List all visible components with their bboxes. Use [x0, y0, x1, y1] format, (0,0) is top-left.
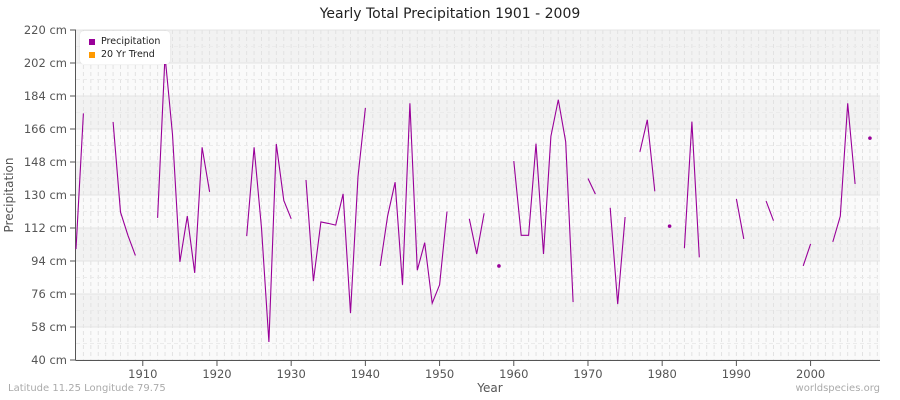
series-line-segment[interactable]: [802, 243, 812, 267]
series-line-segment[interactable]: [639, 119, 656, 192]
series-line-segment[interactable]: [765, 200, 775, 221]
x-tick-label: 1990: [722, 367, 751, 381]
x-tick-label: 2000: [796, 367, 825, 381]
series-line-segment[interactable]: [75, 113, 84, 250]
series-line-segment[interactable]: [609, 207, 626, 305]
data-point[interactable]: [868, 136, 872, 140]
series-line-segment[interactable]: [587, 178, 596, 195]
source-credit: worldspecies.org: [795, 383, 880, 394]
y-tick-label: 58 cm: [31, 320, 67, 334]
y-tick-label: 148 cm: [24, 155, 67, 169]
y-tick-label: 40 cm: [31, 353, 67, 367]
x-tick-label: 1960: [499, 367, 528, 381]
x-tick-label: 1910: [128, 367, 157, 381]
data-point[interactable]: [667, 224, 672, 228]
x-tick-label: 1980: [648, 367, 677, 381]
axes: 40 cm 58 cm 76 cm 94 cm 112 cm 130 cm 148 cm 16…: [24, 23, 880, 381]
y-tick-label: 220 cm: [24, 23, 67, 37]
legend-item-trend[interactable]: 20 Yr Trend: [89, 48, 170, 61]
series-line-segment[interactable]: [112, 121, 136, 256]
data-point[interactable]: [497, 264, 501, 268]
legend-label: 20 Yr Trend: [101, 49, 155, 60]
series-line-segment[interactable]: [513, 99, 574, 303]
x-axis-title: Year: [476, 381, 502, 395]
legend-item-precipitation[interactable]: Precipitation: [89, 35, 170, 48]
y-tick-label: 202 cm: [24, 56, 67, 70]
y-tick-label: 94 cm: [31, 254, 67, 268]
series-line-segment[interactable]: [468, 213, 485, 255]
legend-swatch-precipitation: [89, 38, 95, 45]
series-line-segment[interactable]: [735, 198, 745, 240]
legend: Precipitation 20 Yr Trend: [80, 31, 170, 64]
series-line-segment[interactable]: [246, 143, 292, 343]
chart-title: Yearly Total Precipitation 1901 - 2009: [319, 6, 581, 22]
y-tick-label: 112 cm: [24, 221, 67, 235]
y-tick-label: 76 cm: [31, 287, 67, 301]
y-axis-title: Precipitation: [2, 157, 16, 232]
gridlines: [76, 29, 880, 361]
x-tick-label: 1950: [425, 367, 454, 381]
y-tick-label: 184 cm: [24, 89, 67, 103]
x-tick-label: 1940: [351, 367, 380, 381]
y-tick-label: 130 cm: [24, 188, 67, 202]
coordinates-footer: Latitude 11.25 Longitude 79.75: [8, 383, 166, 394]
series-line-segment[interactable]: [157, 55, 211, 273]
x-tick-label: 1930: [277, 367, 306, 381]
series-line-segment[interactable]: [305, 107, 366, 314]
y-tick-label: 166 cm: [24, 122, 67, 136]
precipitation-series: [75, 55, 872, 343]
series-line-segment[interactable]: [379, 103, 448, 306]
legend-label: Precipitation: [101, 36, 161, 47]
x-tick-label: 1970: [573, 367, 602, 381]
x-tick-label: 1920: [202, 367, 231, 381]
legend-swatch-trend: [89, 51, 95, 58]
series-line-segment[interactable]: [683, 121, 700, 258]
series-line-segment[interactable]: [832, 103, 856, 243]
